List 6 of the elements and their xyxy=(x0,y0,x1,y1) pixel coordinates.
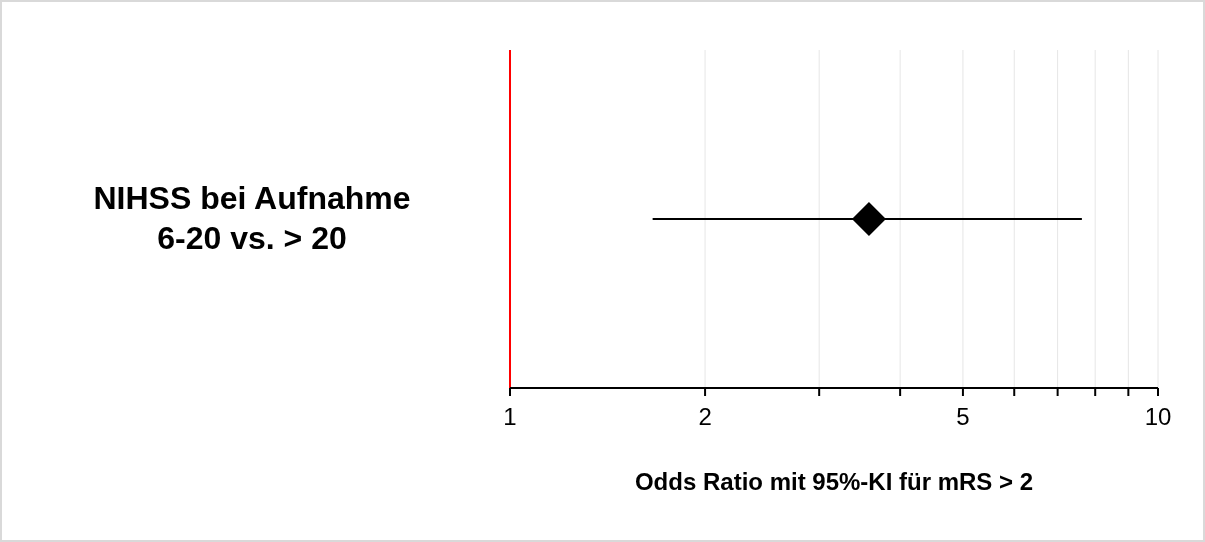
y-tick-label: NIHSS bei Aufnahme 6-20 vs. > 20 xyxy=(93,180,411,256)
x-axis-title: Odds Ratio mit 95%-KI für mRS > 2 xyxy=(634,468,1034,495)
x-tick-label: 5 xyxy=(956,403,970,431)
x-tick-label: 1 xyxy=(503,403,517,431)
x-tick-label: 10 xyxy=(1144,403,1172,431)
x-tick-label: 2 xyxy=(698,403,712,431)
